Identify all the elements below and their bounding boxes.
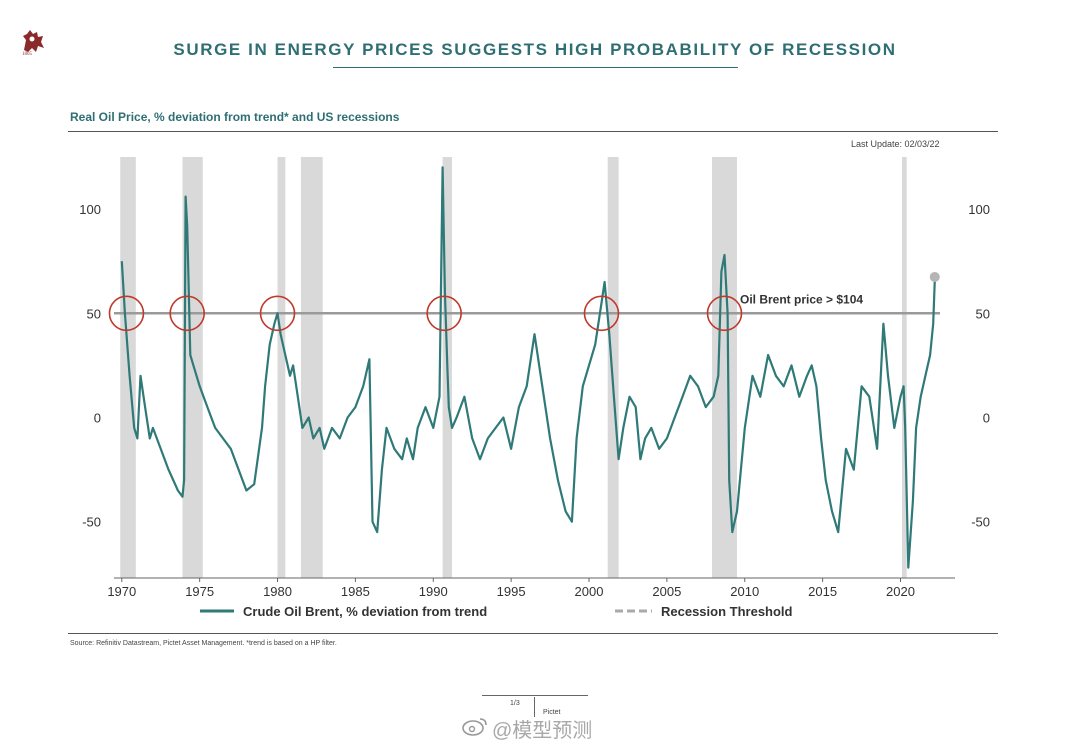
- x-tick-label: 1985: [341, 584, 370, 599]
- x-tick-label: 1970: [107, 584, 136, 599]
- threshold-cross-circle: [169, 295, 205, 332]
- y-tick-label-left: 100: [79, 202, 101, 217]
- threshold-cross-circle: [583, 295, 620, 332]
- recession-band: [300, 157, 323, 578]
- footer-divider: [534, 697, 535, 717]
- x-tick-label: 2000: [575, 584, 604, 599]
- legend-series-label: Crude Oil Brent, % deviation from trend: [243, 604, 487, 619]
- page-title: SURGE IN ENERGY PRICES SUGGESTS HIGH PRO…: [173, 40, 897, 59]
- y-tick-label-right: 100: [968, 202, 990, 217]
- y-tick-label-right: -50: [971, 515, 990, 530]
- legend-threshold-label: Recession Threshold: [661, 604, 793, 619]
- x-tick-label: 1995: [497, 584, 526, 599]
- x-tick-label: 1990: [419, 584, 448, 599]
- x-tick-label: 2020: [886, 584, 915, 599]
- source-note: Source: Refinitiv Datastream, Pictet Ass…: [70, 640, 337, 647]
- logo-year: 1805: [22, 52, 32, 57]
- x-tick-label: 2005: [652, 584, 681, 599]
- watermark-text: @模型预测: [492, 720, 593, 742]
- threshold-annotation: Oil Brent price > $104: [740, 292, 863, 306]
- bottom-divider: [68, 633, 998, 634]
- x-tick-label: 2015: [808, 584, 837, 599]
- footer-brand: Pictet: [543, 709, 561, 716]
- recession-band: [902, 157, 907, 578]
- y-tick-label-left: 50: [87, 306, 101, 321]
- x-tick-label: 1980: [263, 584, 292, 599]
- y-tick-label-right: 0: [983, 411, 990, 426]
- footer-rule: [482, 695, 588, 696]
- chart-subtitle: Real Oil Price, % deviation from trend* …: [70, 110, 400, 124]
- recession-band: [712, 157, 737, 578]
- latest-point-marker: [929, 271, 940, 282]
- title-underline: [333, 67, 738, 68]
- page-number: 1/3: [510, 700, 520, 707]
- weibo-icon: [462, 716, 488, 736]
- top-divider: [68, 131, 998, 132]
- series-line: [120, 166, 936, 569]
- x-tick-label: 1975: [185, 584, 214, 599]
- x-tick-label: 2010: [730, 584, 759, 599]
- threshold-cross-circle: [108, 295, 145, 332]
- recession-band: [277, 157, 286, 578]
- lion-logo-icon: [18, 28, 48, 64]
- threshold-cross-circle: [259, 295, 296, 332]
- recession-band: [607, 157, 619, 578]
- last-update-label: Last Update: 02/03/22: [851, 139, 940, 149]
- threshold-cross-circle: [426, 295, 462, 332]
- threshold-cross-circle: [706, 295, 743, 332]
- y-tick-label-left: 0: [94, 411, 101, 426]
- y-tick-label-left: -50: [82, 515, 101, 530]
- y-tick-label-right: 50: [976, 306, 990, 321]
